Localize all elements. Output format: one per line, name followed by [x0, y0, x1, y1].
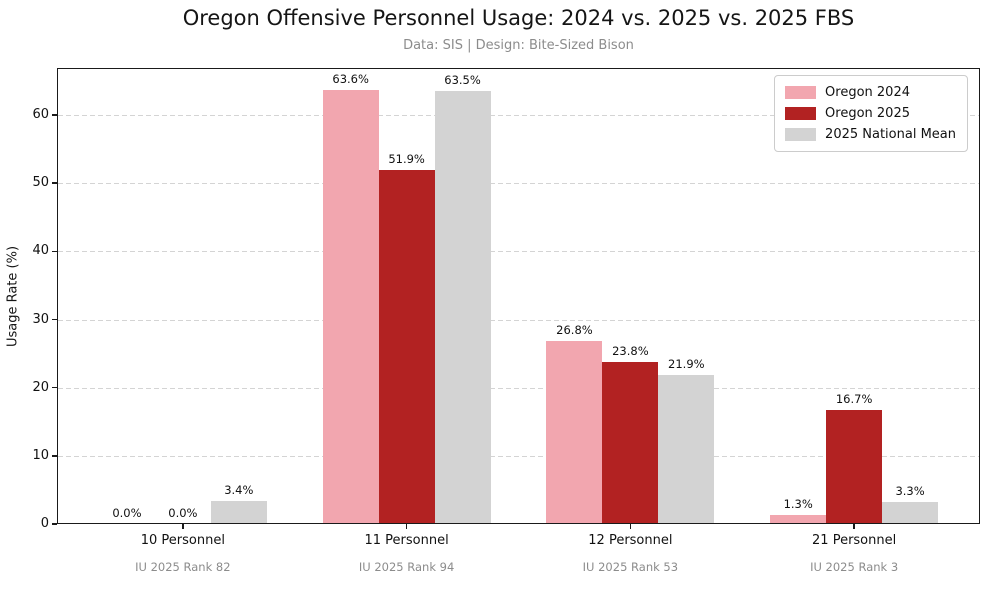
- bar-value-label: 26.8%: [556, 323, 593, 338]
- legend-label: 2025 National Mean: [825, 127, 956, 142]
- legend-label: Oregon 2025: [825, 106, 910, 121]
- x-tick-label-11-personnel: 11 Personnel: [364, 533, 449, 548]
- gridline-60: [58, 115, 979, 117]
- bar-value-label: 0.0%: [112, 506, 142, 520]
- y-tick-label-50: 50: [32, 175, 49, 191]
- bar-value-label: 1.3%: [783, 497, 813, 512]
- rank-label-11-personnel: IU 2025 Rank 94: [358, 560, 455, 574]
- legend-item-oregon-2025: Oregon 2025: [785, 106, 956, 121]
- bar-value-label: 63.6%: [332, 72, 369, 87]
- chart-title: Oregon Offensive Personnel Usage: 2024 v…: [182, 6, 855, 30]
- rank-label-21-personnel: IU 2025 Rank 3: [810, 560, 899, 574]
- bar-value-label: 16.7%: [835, 392, 873, 407]
- y-tick-label-40: 40: [32, 243, 49, 259]
- bar-value-label: 23.8%: [612, 343, 649, 358]
- bar-oregon-2025-11-personnel: [378, 170, 435, 524]
- bar-oregon-2025-12-personnel: [602, 361, 659, 524]
- legend-swatch-oregon-2024: [785, 86, 817, 99]
- bar-2025-national-mean-10-personnel: [210, 500, 267, 524]
- x-tick-label-21-personnel: 21 Personnel: [812, 533, 897, 548]
- x-tick-mark: [405, 524, 408, 529]
- x-tick-mark: [182, 524, 184, 529]
- y-tick-mark: [52, 318, 57, 321]
- y-tick-label-20: 20: [32, 379, 49, 395]
- y-tick-mark: [52, 386, 57, 389]
- bar-value-label: 3.3%: [895, 483, 925, 498]
- y-tick-mark: [52, 114, 57, 116]
- x-tick-mark: [853, 524, 855, 529]
- bar-oregon-2025-21-personnel: [826, 410, 883, 524]
- chart-subtitle: Data: SIS | Design: Bite-Sized Bison: [403, 38, 634, 53]
- gridline-40: [58, 251, 979, 253]
- bar-2025-national-mean-21-personnel: [882, 501, 939, 524]
- y-tick-mark: [52, 523, 57, 525]
- rank-label-10-personnel: IU 2025 Rank 82: [135, 560, 231, 574]
- y-tick-mark: [52, 455, 57, 457]
- legend-item-national-mean: 2025 National Mean: [785, 127, 956, 142]
- bar-value-label: 51.9%: [388, 152, 425, 167]
- rank-label-12-personnel: IU 2025 Rank 53: [582, 560, 679, 574]
- y-tick-label-0: 0: [40, 516, 49, 531]
- y-tick-label-60: 60: [32, 107, 49, 123]
- legend: Oregon 2024 Oregon 2025 2025 National Me…: [774, 75, 968, 152]
- legend-swatch-national-mean: [785, 128, 817, 141]
- bar-value-label: 0.0%: [168, 506, 198, 520]
- legend-item-oregon-2024: Oregon 2024: [785, 85, 956, 100]
- y-tick-label-10: 10: [32, 447, 49, 463]
- gridline-10: [58, 455, 979, 457]
- gridline-30: [58, 319, 979, 321]
- bar-2025-national-mean-12-personnel: [658, 374, 715, 524]
- gridline-20: [58, 387, 979, 389]
- bar-oregon-2024-12-personnel: [546, 341, 603, 524]
- y-tick-mark: [52, 250, 57, 253]
- bar-oregon-2024-21-personnel: [770, 515, 827, 524]
- x-tick-label-10-personnel: 10 Personnel: [140, 533, 225, 548]
- bar-oregon-2024-11-personnel: [322, 90, 379, 524]
- legend-label: Oregon 2024: [825, 85, 910, 100]
- y-tick-label-30: 30: [32, 311, 49, 327]
- gridline-50: [58, 183, 979, 185]
- x-tick-label-12-personnel: 12 Personnel: [588, 533, 673, 548]
- bar-value-label: 63.5%: [444, 73, 481, 88]
- legend-swatch-oregon-2025: [785, 107, 817, 120]
- x-tick-mark: [629, 524, 632, 529]
- bar-2025-national-mean-11-personnel: [434, 91, 491, 524]
- bar-value-label: 21.9%: [668, 356, 705, 371]
- bar-value-label: 3.4%: [224, 482, 254, 497]
- y-tick-mark: [52, 182, 57, 184]
